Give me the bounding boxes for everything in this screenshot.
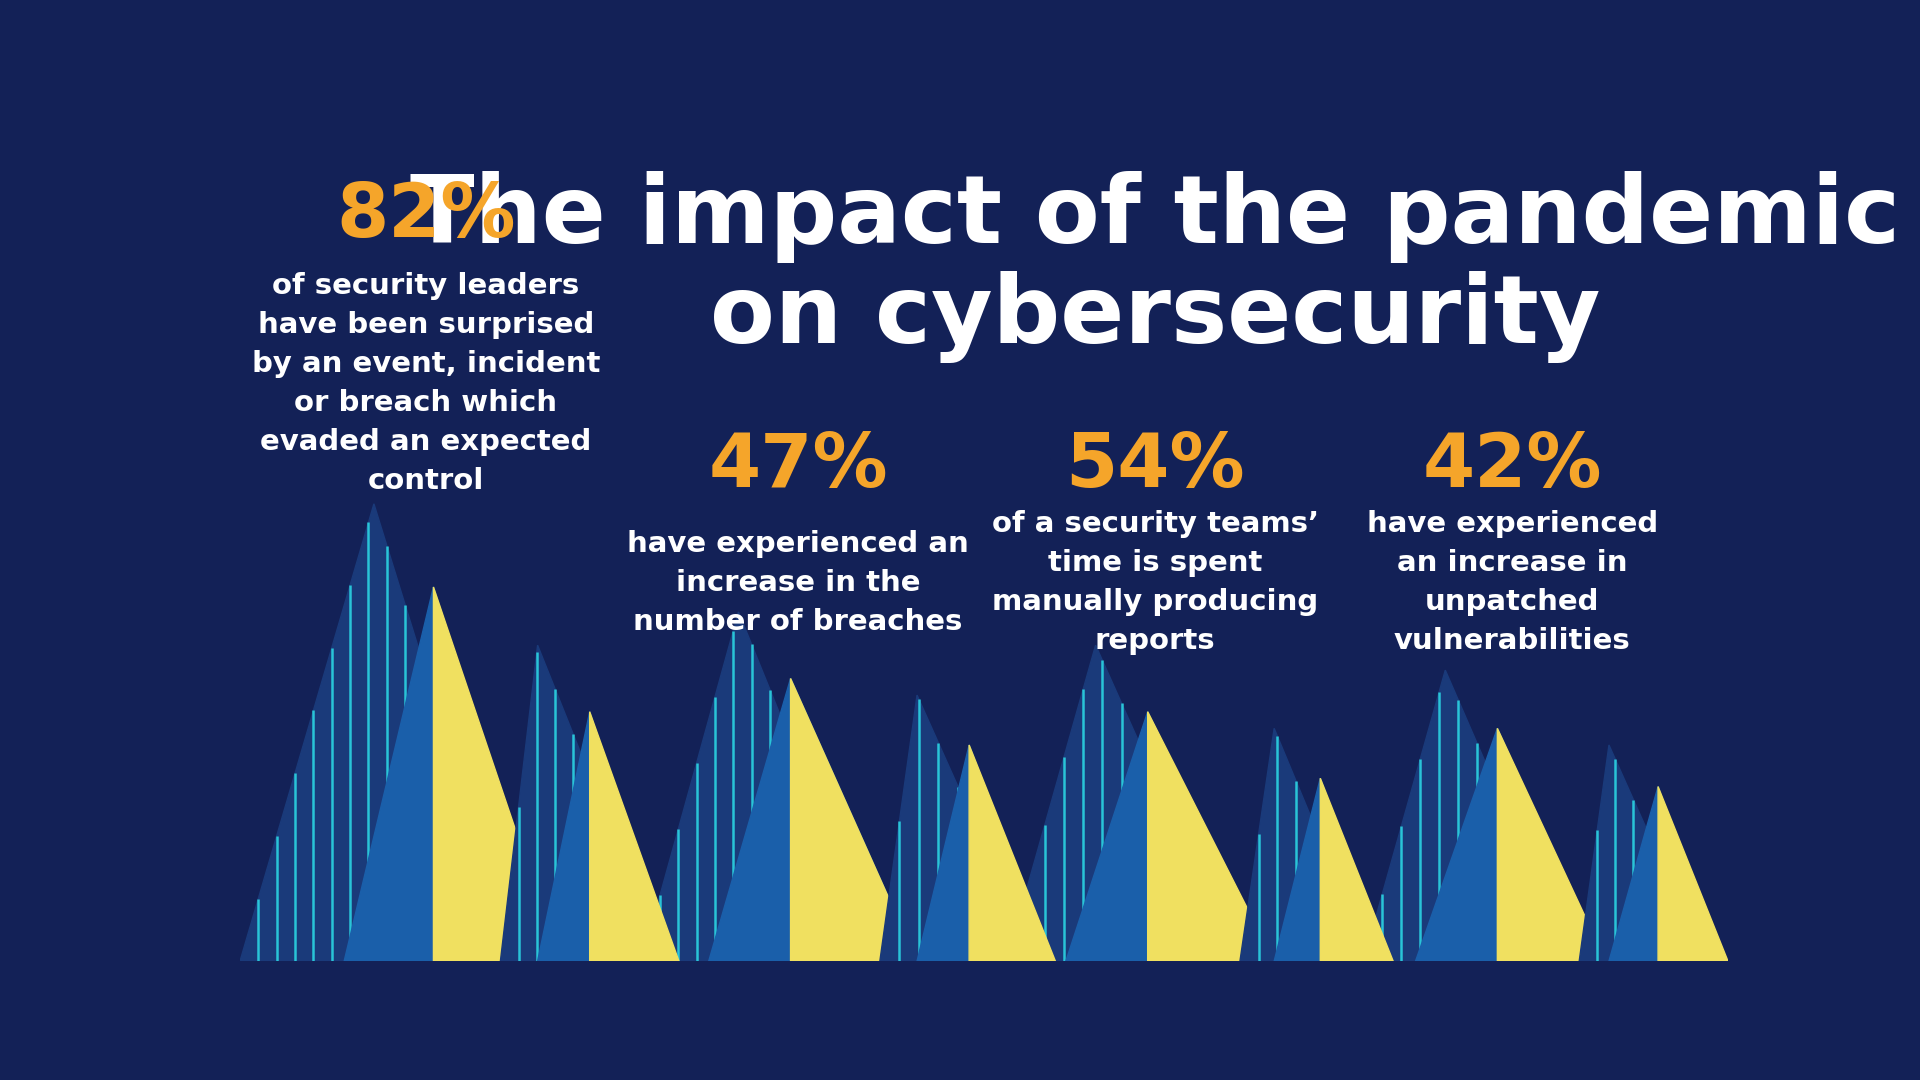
Polygon shape	[589, 712, 680, 961]
Text: have experienced
an increase in
unpatched
vulnerabilities: have experienced an increase in unpatche…	[1367, 511, 1657, 656]
Polygon shape	[879, 696, 1037, 961]
Polygon shape	[1148, 712, 1275, 961]
Polygon shape	[970, 745, 1056, 961]
Polygon shape	[1006, 645, 1236, 961]
Polygon shape	[1609, 786, 1720, 961]
Text: The impact of the pandemic: The impact of the pandemic	[411, 171, 1901, 262]
Polygon shape	[1066, 712, 1267, 961]
Polygon shape	[538, 712, 672, 961]
Polygon shape	[240, 503, 515, 961]
Text: 54%: 54%	[1066, 430, 1244, 503]
Polygon shape	[1275, 779, 1386, 961]
Polygon shape	[434, 588, 561, 961]
Polygon shape	[501, 645, 664, 961]
Polygon shape	[1578, 745, 1705, 961]
Polygon shape	[791, 678, 918, 961]
Text: of security leaders
have been surprised
by an event, incident
or breach which
ev: of security leaders have been surprised …	[252, 272, 601, 495]
Polygon shape	[708, 678, 918, 961]
Polygon shape	[1240, 728, 1371, 961]
Polygon shape	[641, 612, 879, 961]
Text: 47%: 47%	[708, 430, 887, 503]
Text: on cybersecurity: on cybersecurity	[710, 271, 1599, 363]
Text: have experienced an
increase in the
number of breaches: have experienced an increase in the numb…	[628, 530, 970, 636]
Text: 82%: 82%	[336, 180, 516, 254]
Polygon shape	[344, 588, 553, 961]
Polygon shape	[1498, 728, 1605, 961]
Text: 42%: 42%	[1423, 430, 1601, 503]
Polygon shape	[1363, 670, 1572, 961]
Text: of a security teams’
time is spent
manually producing
reports: of a security teams’ time is spent manua…	[991, 511, 1319, 656]
Polygon shape	[918, 745, 1050, 961]
Polygon shape	[1659, 786, 1728, 961]
Polygon shape	[1321, 779, 1394, 961]
Polygon shape	[1415, 728, 1601, 961]
